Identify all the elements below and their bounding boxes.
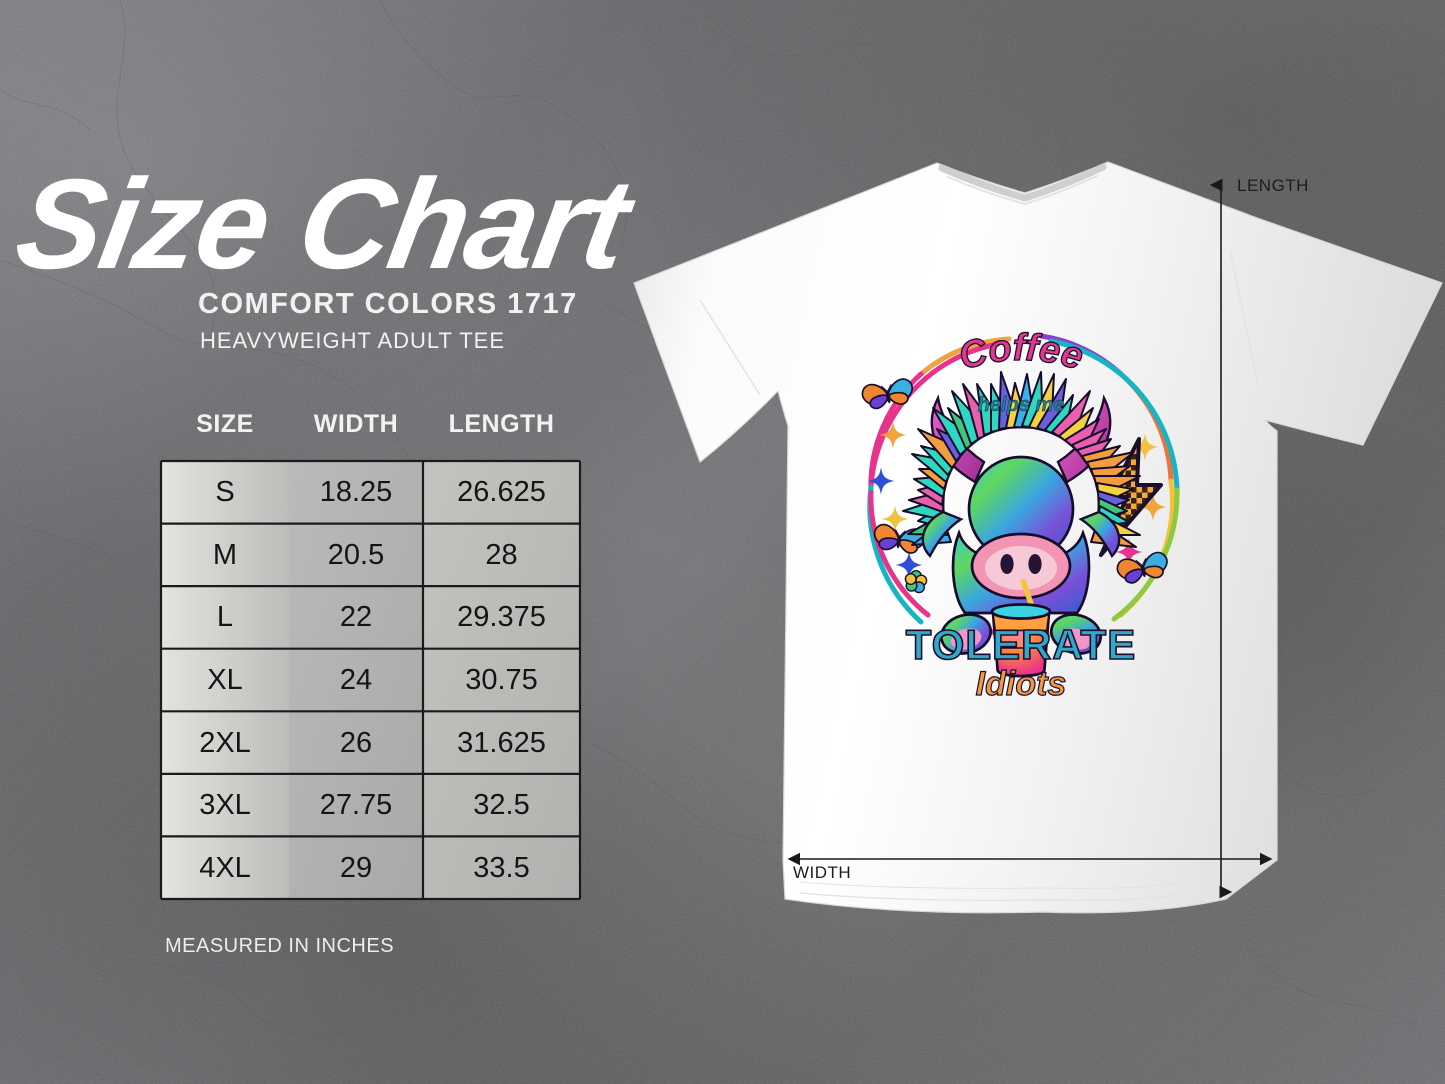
svg-text:TOLERATE: TOLERATE — [906, 621, 1136, 668]
svg-text:Idiots: Idiots — [976, 665, 1067, 703]
svg-text:helps me: helps me — [978, 394, 1065, 416]
svg-text:Coffee: Coffee — [955, 327, 1089, 379]
